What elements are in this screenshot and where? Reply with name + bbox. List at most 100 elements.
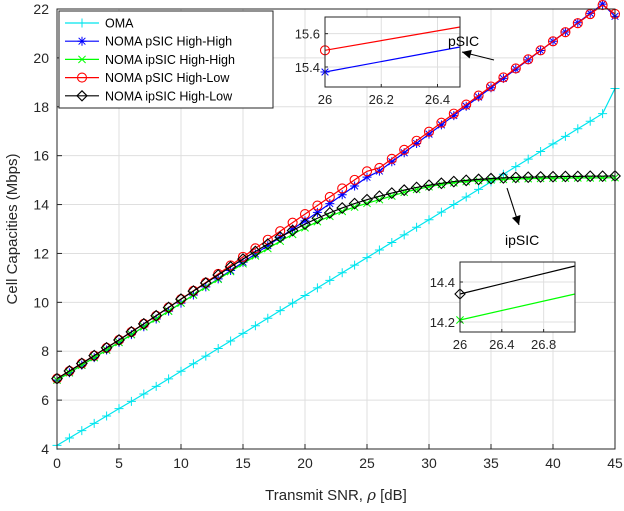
data-point-noma-ipsic-high-low <box>274 231 287 244</box>
data-point-noma-ipsic-high-high <box>536 174 545 183</box>
data-point-noma-ipsic-high-low <box>584 170 597 183</box>
data-point-oma <box>548 139 558 149</box>
data-point-noma-ipsic-high-high <box>474 176 483 185</box>
y-tick-label: 16 <box>33 148 49 164</box>
data-point-noma-psic-high-low <box>361 166 373 177</box>
data-point-noma-psic-high-low <box>423 126 435 137</box>
data-point-noma-ipsic-high-low <box>261 238 274 251</box>
data-point-noma-psic-high-low <box>510 63 521 74</box>
data-point-noma-ipsic-high-low <box>88 349 101 362</box>
data-point-noma-ipsic-high-low <box>472 173 485 186</box>
data-point-noma-ipsic-high-high <box>499 175 508 184</box>
data-point-noma-ipsic-high-high <box>437 180 446 189</box>
data-point-noma-ipsic-high-low <box>361 193 373 206</box>
data-point-noma-psic-high-high <box>288 224 298 234</box>
axis-ticks: 0 5 10 15 20 25 30 35 40 45 4 6 8 10 12 14 16 18 20 22 <box>33 1 623 471</box>
data-point-oma <box>474 184 484 194</box>
data-point-noma-ipsic-high-low <box>237 253 249 266</box>
data-point-noma-psic-high-low <box>461 99 472 110</box>
data-point-noma-ipsic-high-low <box>336 202 349 214</box>
data-point-noma-psic-high-high <box>598 0 608 9</box>
data-point-noma-psic-high-low <box>547 36 559 47</box>
x-tick-label: 30 <box>421 455 437 471</box>
data-point-noma-ipsic-high-high <box>598 173 607 182</box>
data-point-oma <box>399 230 409 240</box>
data-point-noma-ipsic-high-low <box>249 245 262 258</box>
data-point-oma <box>350 260 360 270</box>
x-tick-label: 40 <box>545 455 561 471</box>
data-point-noma-psic-high-low <box>411 135 422 146</box>
inset-ipsic: 26 26.4 26.8 14.2 14.4 <box>430 261 576 352</box>
legend-entry-oma: OMA <box>65 17 134 31</box>
data-point-noma-ipsic-high-high <box>561 174 570 183</box>
data-point-noma-ipsic-high-low <box>323 206 336 219</box>
arrow-head <box>511 215 521 225</box>
data-point-noma-psic-high-low <box>485 81 497 92</box>
y-tick-label: 18 <box>33 99 49 115</box>
data-point-noma-psic-high-high <box>424 129 434 139</box>
inset-line-noma-ipsic-high-low <box>459 265 576 295</box>
data-point-noma-psic-high-low <box>349 174 360 185</box>
inset-line-noma-psic-high-low <box>324 26 461 51</box>
data-point-noma-psic-high-high <box>350 181 360 191</box>
data-point-noma-ipsic-high-low <box>460 174 473 187</box>
data-point-noma-ipsic-high-high <box>586 173 595 182</box>
data-point-oma <box>114 404 124 414</box>
data-point-oma <box>325 275 335 285</box>
legend-entry-noma-ipsic-high-high: NOMA ipSIC High-High <box>65 53 235 67</box>
x-tick-label: 5 <box>115 455 123 471</box>
data-point-noma-ipsic-high-low <box>423 179 435 192</box>
data-point-noma-psic-high-high <box>498 73 508 83</box>
legend-label: NOMA pSIC High-Low <box>105 71 230 85</box>
inset-background <box>460 262 575 332</box>
data-point-oma <box>523 154 533 164</box>
y-tick-label: 6 <box>41 392 49 408</box>
data-point-oma <box>164 374 174 384</box>
data-point-oma <box>139 389 149 399</box>
data-point-noma-psic-high-high <box>474 92 484 102</box>
data-point-oma <box>536 147 546 157</box>
x-tick-label: 0 <box>53 455 61 471</box>
inset-y-tick-label: 14.4 <box>430 275 455 290</box>
legend-label: OMA <box>105 17 134 31</box>
data-point-noma-ipsic-high-low <box>447 175 460 188</box>
data-point-noma-ipsic-high-low <box>509 171 522 184</box>
data-point-noma-psic-high-low <box>386 153 397 164</box>
x-axis-title: Transmit SNR, ρ [dB] <box>265 486 407 504</box>
x-tick-label: 15 <box>235 455 251 471</box>
data-point-oma <box>126 396 136 406</box>
data-point-noma-ipsic-high-low <box>410 181 423 194</box>
annotation-arrow-psic <box>461 49 495 61</box>
data-point-oma <box>598 109 608 119</box>
inset-frame <box>459 261 576 333</box>
data-point-noma-psic-high-low <box>399 144 410 155</box>
inset-y-tick-label: 15.4 <box>295 60 320 75</box>
data-point-noma-psic-high-low <box>585 9 596 20</box>
data-point-noma-psic-high-high <box>362 172 372 182</box>
x-tick-label: 25 <box>359 455 375 471</box>
data-point-noma-ipsic-high-high <box>511 174 520 183</box>
data-point-noma-ipsic-high-low <box>286 224 299 237</box>
data-point-noma-psic-high-low <box>275 226 286 237</box>
inset-x-tick-label: 26.4 <box>425 92 450 107</box>
legend-marker <box>77 18 87 28</box>
data-point-oma <box>511 162 521 172</box>
data-point-oma <box>374 245 384 255</box>
y-tick-label: 14 <box>33 197 49 213</box>
y-tick-label: 22 <box>33 1 49 17</box>
data-point-noma-ipsic-high-low <box>571 170 584 183</box>
data-point-oma <box>288 298 298 308</box>
data-point-noma-psic-high-high <box>250 249 260 259</box>
data-point-noma-ipsic-high-high <box>449 178 458 187</box>
data-point-noma-psic-high-high <box>226 266 236 276</box>
data-point-oma <box>238 328 248 338</box>
data-point-noma-ipsic-high-low <box>497 171 510 184</box>
y-tick-label: 20 <box>33 50 49 66</box>
data-point-noma-ipsic-high-high <box>549 174 557 183</box>
x-tick-label: 45 <box>607 455 623 471</box>
data-point-noma-psic-high-high <box>337 190 347 200</box>
data-point-noma-ipsic-high-low <box>63 365 76 377</box>
data-point-noma-ipsic-high-low <box>385 187 398 200</box>
data-point-noma-ipsic-high-low <box>150 309 163 322</box>
data-point-noma-ipsic-high-high <box>462 177 471 186</box>
